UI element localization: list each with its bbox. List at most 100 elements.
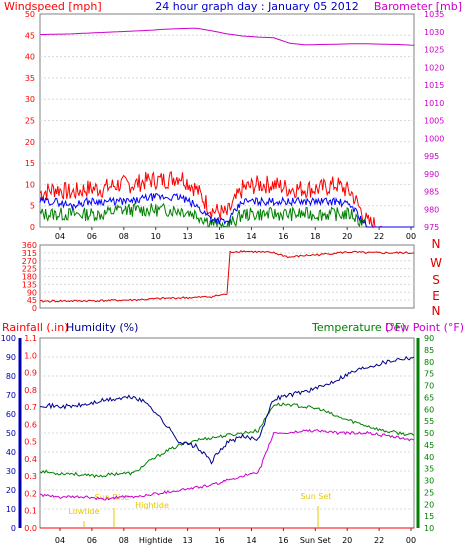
wind-x-tick-label: 18 — [310, 232, 320, 241]
temperature-title: Temperature (°F) — [311, 321, 406, 334]
temp-y-tick-label: 15 — [424, 512, 434, 521]
wind-x-tick-label: 10 — [151, 232, 161, 241]
wind-y-tick-label: 35 — [25, 74, 35, 83]
humidity-y-tick-label: 80 — [6, 372, 16, 381]
temp-y-tick-label: 40 — [424, 453, 434, 462]
humidity-y-tick-label: 30 — [6, 467, 16, 476]
temp-y-tick-label: 25 — [424, 488, 434, 497]
temp-y-tick-label: 20 — [424, 500, 434, 509]
wind-y-tick-label: 15 — [25, 159, 35, 168]
wind-x-tick-label: 16 — [214, 232, 224, 241]
wind-x-tick-label: 00 — [406, 232, 416, 241]
wind-y-tick-label: 50 — [25, 10, 35, 19]
bottom-x-tick-label: 08 — [119, 536, 129, 545]
direction-y-tick-label: 135 — [22, 280, 37, 289]
sunset-marker-label: Sun Set — [301, 492, 332, 501]
wind-x-tick-label: 20 — [342, 232, 352, 241]
humidity-y-tick-label: 50 — [6, 429, 16, 438]
barometer-y-tick-label: 980 — [424, 205, 439, 214]
rain-y-tick-label: 1.1 — [24, 334, 37, 343]
temp-y-tick-label: 60 — [424, 405, 434, 414]
wind-x-tick-label: 04 — [55, 232, 65, 241]
rain-y-tick-label: 1.0 — [24, 351, 37, 360]
direction-y-tick-label: 225 — [22, 265, 37, 274]
wind-x-tick-label: 14 — [246, 232, 256, 241]
direction-y-tick-label: 45 — [27, 296, 37, 305]
direction-y-tick-label: 180 — [22, 273, 37, 282]
rain-y-tick-label: 0.2 — [24, 489, 37, 498]
wind-x-tick-label: 16 — [278, 232, 288, 241]
temp-y-tick-label: 90 — [424, 334, 434, 343]
bottom-x-tick-label: 16 — [214, 536, 224, 545]
humidity-y-tick-label: 100 — [1, 334, 16, 343]
temp-y-tick-label: 85 — [424, 346, 434, 355]
hightide-marker-label: Hightide — [135, 501, 169, 510]
humidity-y-tick-label: 40 — [6, 448, 16, 457]
dewpoint-title: Dew Point (°F) — [385, 321, 464, 334]
wind-y-tick-label: 45 — [25, 31, 35, 40]
humidity-title: Humidity (%) — [66, 321, 138, 334]
bottom-x-tick-label: Hightide — [139, 536, 173, 545]
wind-y-tick-label: 0 — [30, 223, 35, 232]
wind-y-tick-label: 40 — [25, 53, 35, 62]
temp-y-tick-label: 35 — [424, 465, 434, 474]
dir-letter-w: W — [430, 256, 442, 270]
wind-min-line — [39, 202, 414, 229]
dir-letter-e: E — [432, 289, 440, 303]
windspeed-title: Windspeed [mph] — [4, 0, 102, 13]
dir-letter-n-top: N — [432, 237, 441, 251]
temp-y-tick-label: 65 — [424, 393, 434, 402]
rain-y-tick-label: 0.4 — [24, 455, 37, 464]
rain-y-tick-label: 0.5 — [24, 438, 37, 447]
rain-y-tick-label: 0.9 — [24, 369, 37, 378]
bottom-x-tick-label: 16 — [278, 536, 288, 545]
humidity-line — [39, 355, 415, 465]
wind-y-tick-label: 30 — [25, 95, 35, 104]
barometer-y-tick-label: 1010 — [424, 99, 444, 108]
barometer-y-tick-label: 1035 — [424, 10, 444, 19]
temp-y-tick-label: 70 — [424, 382, 434, 391]
rain-y-tick-label: 0.1 — [24, 507, 37, 516]
direction-y-tick-label: 360 — [22, 241, 37, 250]
temp-y-tick-label: 45 — [424, 441, 434, 450]
barometer-y-tick-label: 1000 — [424, 134, 444, 143]
humidity-y-tick-label: 60 — [6, 410, 16, 419]
humidity-y-tick-label: 0 — [11, 524, 16, 533]
rain-y-tick-label: 0.7 — [24, 403, 37, 412]
barometer-y-tick-label: 1025 — [424, 46, 444, 55]
barometer-y-tick-label: 985 — [424, 188, 439, 197]
wind-x-tick-label: 13 — [183, 232, 193, 241]
dir-letter-n-bottom: N — [432, 304, 441, 318]
temp-y-tick-label: 55 — [424, 417, 434, 426]
rain-y-tick-label: 0.3 — [24, 472, 37, 481]
rain-y-tick-label: 0.0 — [24, 524, 37, 533]
graph-date-title: 24 hour graph day : January 05 2012 — [155, 0, 359, 13]
barometer-y-tick-label: 1030 — [424, 28, 444, 37]
temp-y-tick-label: 50 — [424, 429, 434, 438]
wind-gust-line — [39, 171, 414, 229]
direction-y-tick-label: 90 — [27, 288, 37, 297]
bottom-x-tick-label: 14 — [246, 536, 256, 545]
barometer-y-tick-label: 995 — [424, 152, 439, 161]
temp-y-tick-label: 80 — [424, 358, 434, 367]
wind-x-tick-label: 06 — [87, 232, 97, 241]
wind-y-tick-label: 5 — [30, 202, 35, 211]
humidity-y-tick-label: 10 — [6, 505, 16, 514]
wind-y-tick-label: 20 — [25, 138, 35, 147]
dir-letter-s: S — [432, 273, 440, 287]
barometer-title: Barometer [mb] — [374, 0, 462, 13]
direction-y-tick-label: 315 — [22, 249, 37, 258]
wind-y-tick-label: 25 — [25, 117, 35, 126]
barometer-y-tick-label: 1020 — [424, 63, 444, 72]
wind-avg-line — [39, 192, 414, 228]
bottom-x-tick-label: 22 — [374, 536, 384, 545]
barometer-y-tick-label: 1015 — [424, 81, 444, 90]
bottom-x-tick-label: 06 — [87, 536, 97, 545]
barometer-y-tick-label: 990 — [424, 170, 439, 179]
humidity-y-tick-label: 20 — [6, 486, 16, 495]
humidity-y-tick-label: 90 — [6, 353, 16, 362]
direction-y-tick-label: 0 — [32, 304, 37, 313]
bottom-x-tick-label: 04 — [55, 536, 65, 545]
